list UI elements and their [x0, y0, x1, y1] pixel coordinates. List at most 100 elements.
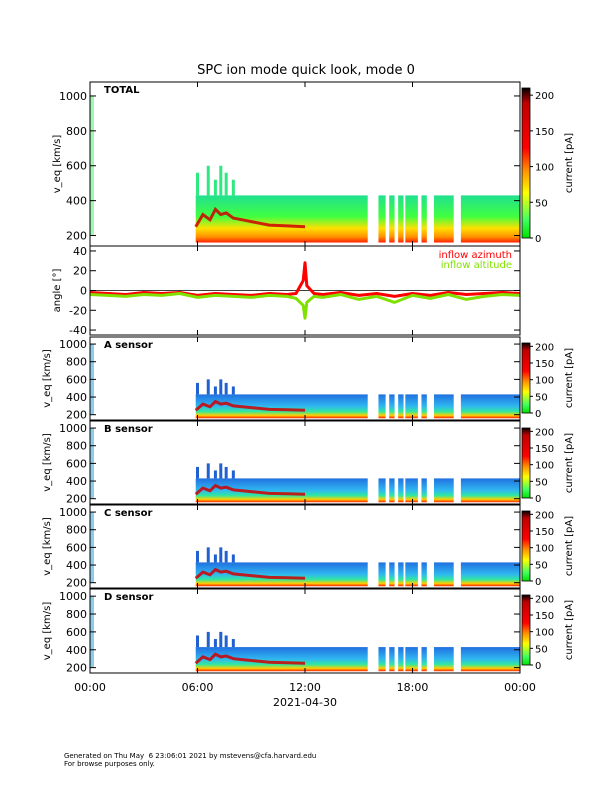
spike-mark	[196, 382, 199, 395]
colorbar-tick-label: 200	[535, 342, 554, 353]
data-gap	[417, 476, 422, 505]
spike-mark	[196, 635, 199, 648]
colorbar-tick-label: 150	[535, 611, 554, 622]
spike-mark	[224, 635, 228, 648]
y-axis-label: v_eq [km/s]	[42, 433, 53, 492]
y-tick-label: 1000	[59, 590, 87, 603]
panel-label-0: TOTAL	[104, 85, 140, 96]
data-gap	[367, 645, 379, 674]
colorbar	[521, 510, 531, 582]
y-tick-label: 600	[66, 541, 87, 554]
colorbar-tick-label: 150	[535, 127, 554, 138]
data-gap	[394, 645, 399, 674]
y-tick-label: 400	[66, 391, 87, 404]
signal-band	[195, 478, 521, 503]
colorbar	[521, 342, 531, 414]
data-gap	[403, 645, 406, 674]
panel-label-2: A sensor	[104, 340, 153, 351]
y-tick-label: 400	[66, 644, 87, 657]
x-tick-label: 18:00	[397, 681, 429, 694]
colorbar-tick-label: 0	[535, 409, 541, 420]
colorbar-tick-label: 50	[535, 560, 548, 571]
y-tick-label: 200	[66, 230, 87, 243]
data-gap	[367, 193, 379, 245]
spike-mark	[206, 165, 210, 196]
spike-mark	[213, 470, 217, 479]
colorbar-label: current [pA]	[564, 348, 575, 408]
colorbar-tick-label: 50	[535, 392, 548, 403]
y-tick-label: 600	[66, 457, 87, 470]
x-tick-label: 12:00	[289, 681, 321, 694]
colorbar-tick-label: 150	[535, 444, 554, 455]
spike-mark	[231, 554, 235, 563]
y-tick-label: 400	[66, 475, 87, 488]
colorbar-tick-label: 50	[535, 198, 548, 209]
data-gap	[367, 392, 379, 421]
spike-mark	[213, 639, 217, 648]
footer-browse-note: For browse purposes only.	[64, 760, 155, 768]
data-gap	[426, 476, 434, 505]
y-tick-label: 0	[80, 285, 87, 298]
peak-ridge-line	[194, 567, 306, 580]
colorbar	[521, 87, 531, 239]
data-gap	[403, 560, 406, 589]
data-gap	[403, 392, 406, 421]
spike-mark	[219, 547, 223, 563]
spike-mark	[219, 165, 223, 196]
y-axis-label: v_eq [km/s]	[42, 517, 53, 576]
data-gap	[385, 193, 390, 245]
y-axis-label: v_eq [km/s]	[42, 602, 53, 661]
spike-mark	[206, 463, 210, 479]
y-tick-label: 800	[66, 524, 87, 537]
colorbar-tick-label: 0	[535, 234, 541, 245]
spike-mark	[206, 547, 210, 563]
data-gap	[453, 193, 461, 245]
peak-ridge-line	[194, 483, 306, 496]
spike-mark	[231, 639, 235, 648]
colorbar-tick-label: 200	[535, 91, 554, 102]
data-gap	[367, 560, 379, 589]
panel-label-4: C sensor	[104, 508, 152, 519]
footer-generated-line: Generated on Thu May 6 23:06:01 2021 by …	[64, 752, 317, 760]
data-gap	[385, 476, 390, 505]
colorbar-label: current [pA]	[564, 516, 575, 576]
colorbar-tick-label: 200	[535, 427, 554, 438]
y-axis-label: v_eq [km/s]	[42, 349, 53, 408]
spike-mark	[231, 386, 235, 395]
spike-mark	[206, 631, 210, 648]
data-gap	[394, 392, 399, 421]
panel-label-3: B sensor	[104, 424, 153, 435]
colorbar-tick-label: 0	[535, 661, 541, 672]
colorbar-tick-label: 100	[535, 163, 554, 174]
y-tick-label: 40	[73, 245, 87, 258]
spike-mark	[219, 463, 223, 479]
signal-band	[195, 562, 521, 587]
spike-mark	[224, 466, 228, 479]
colorbar-tick-label: 150	[535, 359, 554, 370]
spike-mark	[213, 179, 217, 196]
spike-mark	[224, 382, 228, 395]
x-tick-label: 06:00	[182, 681, 214, 694]
data-gap	[417, 560, 422, 589]
colorbar-tick-label: 50	[535, 644, 548, 655]
spike-mark	[224, 550, 228, 563]
y-tick-label: 1000	[59, 506, 87, 519]
colorbar-label: current [pA]	[564, 133, 575, 193]
data-gap	[426, 645, 434, 674]
peak-ridge-line	[194, 206, 306, 229]
spike-mark	[231, 179, 235, 196]
data-gap	[453, 645, 461, 674]
colorbar	[521, 594, 531, 666]
colorbar-tick-label: 0	[535, 577, 541, 588]
spike-mark	[196, 466, 199, 479]
data-gap	[453, 476, 461, 505]
y-tick-label: 1000	[59, 90, 87, 103]
colorbar-tick-label: 100	[535, 544, 554, 555]
colorbar	[521, 427, 531, 499]
data-gap	[394, 560, 399, 589]
data-gap	[453, 392, 461, 421]
peak-ridge-line	[194, 399, 306, 412]
y-tick-label: 200	[66, 662, 87, 675]
colorbar-label: current [pA]	[564, 600, 575, 660]
